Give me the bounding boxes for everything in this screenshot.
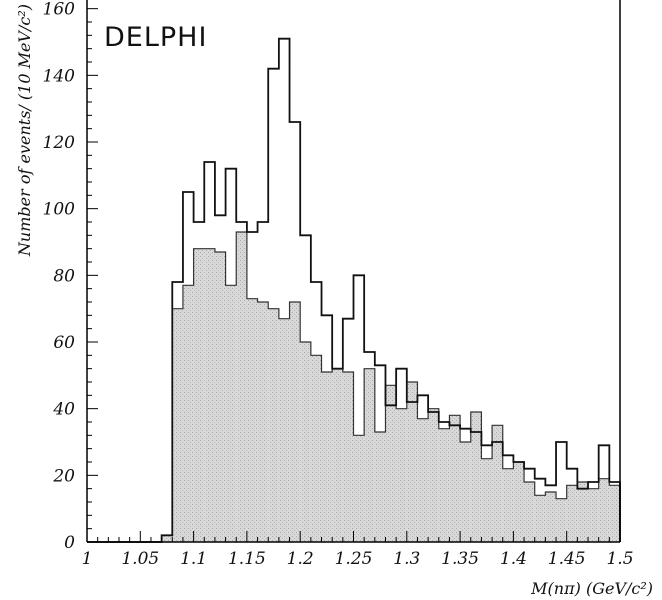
background-bin [214,252,226,542]
y-tick-label: 0 [64,533,75,553]
background-bin [566,485,578,542]
background-bin [300,342,311,542]
background-bin [417,418,429,542]
x-tick-label: 1.35 [441,549,479,569]
background-bin [161,535,173,542]
background-bin [204,248,215,542]
background-bin [385,385,397,542]
y-axis-ticks: 0 20 40 60 80 100 120 140 160 [43,0,98,553]
background-bin [332,368,343,542]
background-bin [428,408,439,542]
background-bin [172,308,183,542]
background-bin [492,425,503,542]
background-bin [534,495,546,542]
x-tick-label: 1.2 [287,549,314,569]
x-axis-title: M(nπ) (GeV/c²) [530,579,653,598]
background-bin [268,308,279,542]
background-bin [556,498,567,542]
background-bin [545,492,557,542]
background-bin [460,442,471,542]
x-tick-label: 1.45 [548,549,586,569]
y-tick-label: 40 [52,400,75,420]
y-tick-label: 120 [43,133,76,153]
y-tick-label: 60 [53,333,75,353]
background-bin [470,412,482,542]
y-tick-label: 100 [43,200,76,220]
background-bin [246,298,258,542]
y-tick-label: 140 [43,66,76,86]
y-axis-title: Number of events/ (10 MeV/c²) [15,4,34,257]
background-bin [364,368,375,542]
background-bin [449,415,461,542]
background-bin [481,458,493,542]
background-bin [609,485,620,542]
background-bin [310,355,322,542]
x-tick-label: 1.4 [500,549,527,569]
x-tick-label: 1 [82,549,93,569]
x-tick-label: 1.25 [335,549,373,569]
background-bin [289,302,301,542]
signal-histogram-line [87,37,621,543]
signal-histogram [87,37,621,543]
background-bin [225,285,237,542]
background-bin [353,435,365,542]
x-tick-label: 1.3 [393,549,420,569]
background-bin [438,428,450,542]
background-histogram-outline [87,231,621,543]
background-bin [396,408,407,542]
x-axis-ticks: 1 1.05 1.1 1.15 1.2 1.25 1.3 1.35 1.4 1.45 1.5 [82,531,634,569]
background-bin [182,285,194,542]
background-bin [502,468,514,542]
background-bin [588,488,599,542]
background-bin [236,232,247,542]
background-bin [577,482,589,542]
x-tick-label: 1.05 [121,549,159,569]
y-tick-label: 20 [52,466,75,486]
background-bin [598,478,610,542]
background-bin [278,318,290,542]
background-bin [193,248,205,542]
background-bin [406,382,418,542]
experiment-label: DELPHI [104,22,207,53]
y-tick-label: 160 [43,0,76,20]
background-bin [524,482,535,542]
x-tick-label: 1.5 [606,549,633,569]
x-tick-label: 1.15 [228,549,266,569]
x-tick-label: 1.1 [180,549,207,569]
background-bin [321,372,333,542]
background-bin [342,372,354,542]
background-histogram [87,231,621,543]
background-bin [513,462,525,542]
y-tick-label: 80 [53,266,75,286]
background-bin [257,302,269,542]
background-bin [374,432,386,542]
